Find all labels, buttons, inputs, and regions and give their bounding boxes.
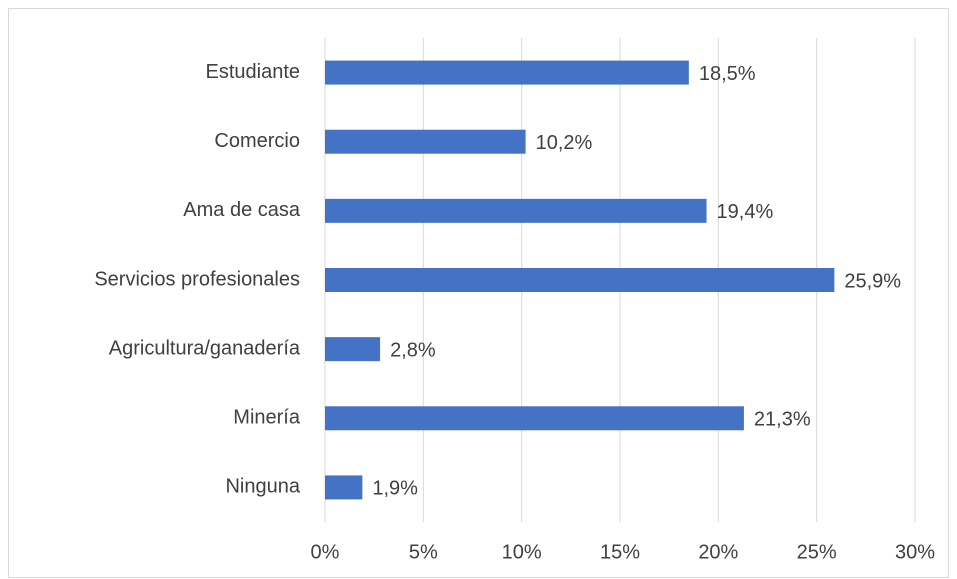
data-label: 1,9% [372, 478, 418, 500]
x-tick-label: 15% [600, 541, 640, 563]
x-tick-label: 20% [698, 541, 738, 563]
x-tick-label: 5% [409, 541, 438, 563]
data-label: 2,8% [390, 339, 436, 361]
bar [325, 475, 363, 500]
x-tick-label: 0% [311, 541, 340, 563]
data-label: 18,5% [699, 63, 756, 85]
y-tick-label: Minería [233, 407, 301, 429]
bar [325, 60, 689, 85]
data-label: 10,2% [536, 132, 593, 154]
bar [325, 198, 707, 223]
y-tick-label: Ama de casa [183, 199, 301, 221]
bar [325, 337, 381, 362]
y-tick-label: Comercio [214, 130, 300, 152]
data-label: 21,3% [754, 409, 811, 431]
bar [325, 406, 744, 431]
bar [325, 129, 526, 154]
y-tick-label: Servicios profesionales [94, 268, 300, 290]
data-label: 25,9% [844, 270, 901, 292]
x-tick-label: 10% [502, 541, 542, 563]
x-tick-label: 25% [797, 541, 837, 563]
y-tick-label: Estudiante [205, 61, 300, 83]
bar [325, 268, 835, 292]
data-label: 19,4% [717, 201, 774, 223]
y-tick-label: Ninguna [225, 476, 300, 498]
x-tick-label: 30% [895, 541, 935, 563]
chart-border [8, 8, 949, 578]
y-tick-label: Agricultura/ganadería [109, 337, 301, 359]
